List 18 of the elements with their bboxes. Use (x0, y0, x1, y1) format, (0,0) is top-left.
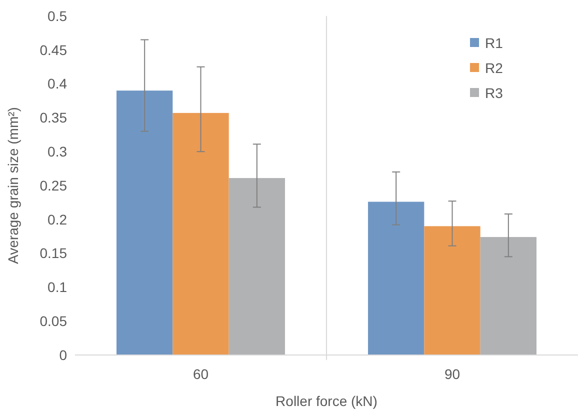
y-tick-label: 0.05 (40, 313, 68, 329)
x-tick-label: 90 (444, 366, 460, 382)
x-tick-label: 60 (192, 366, 209, 382)
legend-label: R3 (485, 84, 504, 101)
y-tick-label: 0.5 (48, 8, 68, 24)
y-axis-title: Average grain size (mm²) (5, 107, 21, 264)
y-tick-label: 0.4 (48, 76, 68, 92)
legend-label: R2 (485, 60, 504, 76)
y-tick-label: 0.15 (40, 245, 68, 262)
legend-label: R1 (485, 34, 504, 51)
y-tick-label: 0.25 (40, 177, 68, 194)
x-axis-title: Roller force (kN) (276, 393, 378, 409)
y-tick-label: 0.45 (40, 42, 68, 58)
y-tick-label: 0.35 (40, 110, 68, 126)
y-tick-label: 0 (59, 346, 68, 363)
y-tick-label: 0.2 (48, 211, 68, 228)
y-tick-label: 0.3 (48, 144, 68, 160)
y-tick-label: 0.1 (48, 279, 68, 296)
